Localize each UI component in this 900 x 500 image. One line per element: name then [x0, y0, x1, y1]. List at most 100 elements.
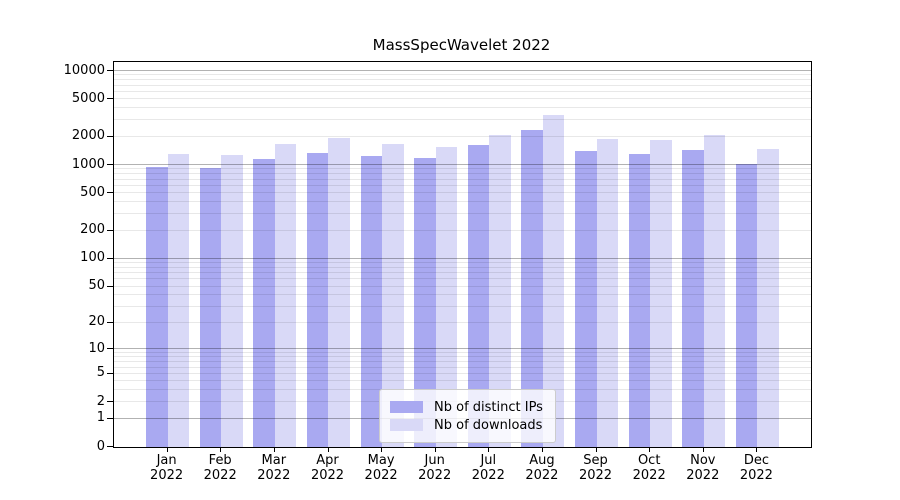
x-tick-mark [220, 447, 222, 452]
y-tick-label: 5000 [71, 90, 105, 106]
gridline-minor [114, 380, 811, 382]
bar-jul-downloads [489, 135, 511, 447]
legend-item-downloads: Nb of downloads [390, 417, 543, 433]
y-tick-mark [107, 135, 113, 137]
x-tick-mark [595, 447, 597, 452]
gridline-minor [114, 356, 811, 358]
legend-label-ips: Nb of distinct IPs [434, 399, 543, 415]
y-tick-label: 10000 [63, 62, 105, 78]
y-tick-label: 1 [96, 410, 105, 426]
bar-dec-downloads [757, 149, 779, 447]
bar-apr-ips [306, 153, 329, 447]
gridline-minor [114, 79, 811, 81]
y-tick-label: 100 [80, 250, 105, 266]
gridline-minor [114, 321, 811, 323]
gridline-minor [114, 84, 811, 86]
x-tick-label-nov: Nov 2022 [686, 453, 720, 483]
x-tick-label-feb: Feb 2022 [203, 453, 237, 483]
gridline-minor [114, 98, 811, 100]
gridline-minor [114, 229, 811, 231]
gridline-minor [114, 107, 811, 109]
gridline-minor [114, 168, 811, 170]
bar-apr-downloads [328, 137, 350, 447]
bar-mar-ips [253, 158, 275, 447]
gridline-minor [114, 266, 811, 268]
legend-label-downloads: Nb of downloads [434, 417, 543, 433]
y-tick-mark [107, 348, 113, 350]
bar-aug-ips [521, 129, 543, 447]
gridline-minor [114, 213, 811, 214]
bar-jun-ips [414, 157, 436, 447]
bar-feb-ips [199, 168, 222, 447]
bar-jul-ips [467, 145, 490, 447]
gridline-minor [114, 285, 811, 287]
gridline-minor [114, 119, 811, 121]
gridline-minor [114, 305, 811, 307]
x-tick-mark [649, 447, 651, 452]
legend-swatch-downloads [390, 419, 423, 431]
gridline-minor [114, 361, 811, 363]
bar-nov-ips [682, 150, 704, 447]
gridline-minor [114, 90, 811, 92]
x-tick-label-jun: Jun 2022 [418, 453, 452, 483]
y-tick-label: 1000 [71, 156, 105, 172]
y-tick-label: 0 [96, 438, 105, 454]
bar-dec-ips [735, 163, 758, 447]
x-tick-label-may: May 2022 [364, 453, 398, 483]
bar-may-downloads [382, 143, 404, 447]
legend-swatch-ips [390, 401, 423, 413]
x-tick-label-jan: Jan 2022 [150, 453, 184, 483]
x-tick-label-dec: Dec 2022 [739, 453, 773, 483]
chart-title: MassSpecWavelet 2022 [372, 36, 551, 54]
gridline-major [114, 164, 811, 165]
y-tick-mark [107, 229, 113, 231]
y-tick-mark [107, 70, 113, 71]
gridline-minor [114, 261, 811, 263]
x-tick-label-apr: Apr 2022 [310, 453, 345, 483]
x-tick-mark [166, 447, 168, 452]
y-tick-mark [107, 321, 113, 323]
x-tick-mark [273, 447, 275, 452]
y-tick-mark [107, 401, 113, 403]
gridline-minor [114, 366, 811, 368]
x-tick-label-aug: Aug 2022 [525, 453, 559, 483]
y-tick-mark [107, 257, 113, 259]
x-tick-mark [434, 447, 436, 452]
bar-jan-downloads [167, 153, 190, 447]
y-tick-mark [107, 192, 113, 194]
legend: Nb of distinct IPs Nb of downloads [379, 389, 556, 443]
y-tick-label: 50 [88, 278, 105, 293]
y-tick-mark [107, 372, 113, 374]
x-tick-label-oct: Oct 2022 [632, 453, 666, 483]
y-tick-mark [107, 285, 113, 287]
gridline-minor [114, 372, 811, 374]
gridline-minor [114, 278, 811, 280]
gridline-minor [114, 272, 811, 273]
bar-sep-downloads [596, 139, 619, 447]
plot-area: Nb of distinct IPs Nb of downloads [113, 61, 812, 448]
gridline-minor [114, 184, 811, 186]
y-tick-label: 2 [96, 393, 105, 409]
bar-mar-downloads [274, 144, 297, 447]
y-tick-label: 500 [80, 184, 105, 200]
y-tick-label: 2000 [71, 128, 105, 144]
bar-feb-downloads [221, 154, 243, 447]
y-tick-mark [107, 417, 113, 419]
bar-nov-downloads [703, 134, 726, 447]
gridline-minor [114, 74, 811, 76]
gridline-minor [114, 135, 811, 137]
gridline-minor [114, 173, 811, 175]
y-tick-label: 5 [96, 365, 105, 381]
x-tick-label-jul: Jul 2022 [471, 453, 505, 483]
x-tick-mark [702, 447, 704, 452]
gridline-major [114, 348, 811, 350]
gridline-major [114, 70, 811, 71]
x-tick-mark [381, 447, 383, 452]
y-tick-mark [107, 98, 113, 100]
gridline-minor [114, 352, 811, 353]
bar-may-ips [360, 155, 383, 447]
gridline-major [114, 257, 811, 259]
x-tick-label-sep: Sep 2022 [578, 453, 613, 483]
gridline-minor [114, 201, 811, 203]
